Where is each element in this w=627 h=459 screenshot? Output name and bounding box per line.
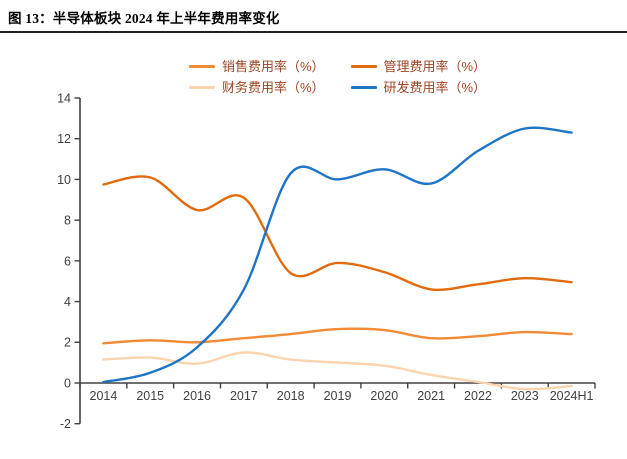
x-tick-label: 2017 [230, 389, 258, 403]
x-tick-label: 2014 [90, 389, 118, 403]
legend-item-sales: 销售费用率（%） [188, 57, 325, 76]
series-line-admin [102, 175, 573, 292]
y-tick-label: 2 [64, 336, 71, 350]
y-tick-label: 8 [64, 214, 71, 228]
legend-item-finance: 财务费用率（%） [188, 78, 325, 97]
y-tick-label: 4 [64, 295, 71, 309]
legend-item-admin: 管理费用率（%） [350, 57, 487, 76]
series-line-finance [102, 351, 573, 391]
legend-label-sales: 销售费用率（%） [221, 59, 325, 74]
x-tick-label: 2018 [277, 389, 305, 403]
x-tick-label: 2015 [136, 389, 164, 403]
series-line-sales [102, 327, 573, 345]
x-tick-label: 2020 [370, 389, 398, 403]
x-tick-label: 2016 [183, 389, 211, 403]
y-tick-label: 12 [57, 132, 71, 146]
legend-row: 财务费用率（%） 研发费用率（%） [188, 78, 487, 97]
y-tick-label: 10 [57, 173, 71, 187]
figure-title: 图 13：半导体板块 2024 年上半年费用率变化 [8, 11, 280, 26]
x-tick-label: 2024H1 [550, 389, 594, 403]
legend-line-swatch-admin [350, 65, 377, 68]
legend-label-finance: 财务费用率（%） [221, 80, 325, 95]
legend-label-admin: 管理费用率（%） [383, 59, 487, 74]
y-tick-label: -2 [60, 417, 71, 431]
y-tick-label: 6 [64, 254, 71, 268]
series-line-rnd [102, 126, 573, 384]
legend-label-rnd: 研发费用率（%） [383, 80, 487, 95]
legend-item-rnd: 研发费用率（%） [350, 78, 487, 97]
x-tick-label: 2019 [324, 389, 352, 403]
legend-line-swatch-finance [188, 86, 215, 89]
chart-legend: 销售费用率（%） 管理费用率（%） 财务费用率（%） 研发费用率（%） [80, 57, 595, 97]
y-tick-label: 14 [57, 91, 71, 105]
y-tick-label: 0 [64, 376, 71, 390]
legend-row: 销售费用率（%） 管理费用率（%） [188, 57, 487, 76]
legend-line-swatch-sales [188, 65, 215, 68]
legend-line-swatch-rnd [350, 86, 377, 89]
x-tick-label: 2022 [464, 389, 492, 403]
x-tick-label: 2023 [511, 389, 539, 403]
title-divider [0, 31, 627, 33]
x-tick-label: 2021 [417, 389, 445, 403]
